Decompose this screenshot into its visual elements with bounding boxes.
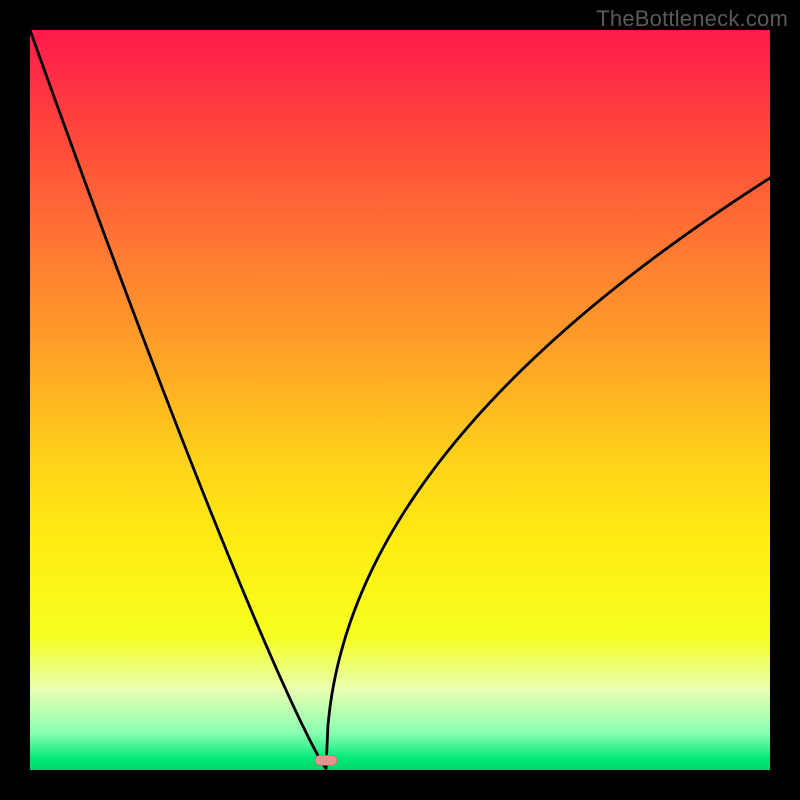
- chart-container: TheBottleneck.com: [0, 0, 800, 800]
- plot-area-gradient: [30, 30, 770, 770]
- watermark-text: TheBottleneck.com: [596, 6, 788, 32]
- optimum-marker: [315, 755, 337, 765]
- bottleneck-chart: [0, 0, 800, 800]
